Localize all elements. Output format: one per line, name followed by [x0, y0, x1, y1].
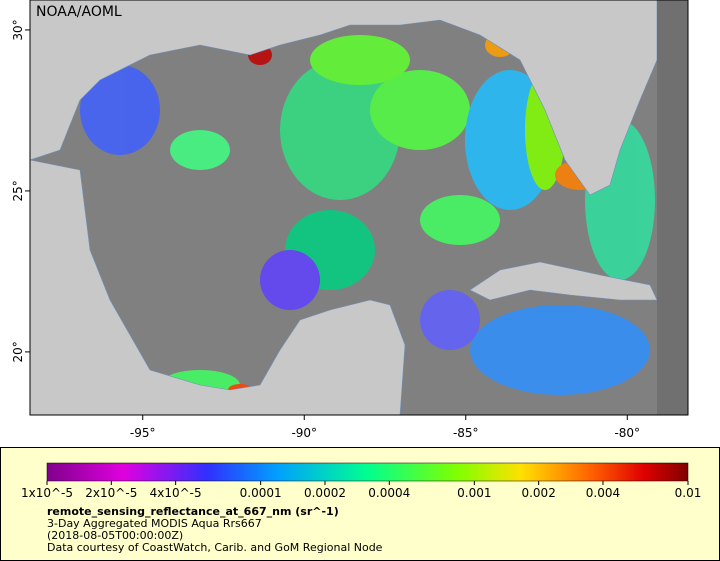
axes: 30° 25° 20° -95° -90° -85° -80°: [11, 19, 640, 440]
no-data-strip: [657, 0, 688, 415]
lat-tick-label: 30°: [11, 19, 25, 40]
map: [30, 0, 688, 415]
map-frame: [29, 0, 689, 416]
lon-tick-label: -85°: [453, 426, 479, 440]
colorbar-tick-label: 2x10^-5: [85, 486, 137, 500]
colorbar-tick-label: 0.0001: [240, 486, 282, 500]
lon-tick-label: -80°: [614, 426, 640, 440]
lat-tick-label: 20°: [11, 341, 25, 362]
colorbar-tick-label: 0.001: [457, 486, 491, 500]
colorbar: [46, 462, 689, 482]
colorbar-ticks: 1x10^-5 2x10^-5 4x10^-5 0.0001 0.0002 0.0004 0…: [21, 481, 701, 500]
lon-tick-label: -90°: [291, 426, 317, 440]
colorbar-tick-label: 0.002: [521, 486, 555, 500]
colorbar-tick-label: 0.01: [675, 486, 702, 500]
source-label: NOAA/AOML: [36, 4, 122, 20]
legend-line: Data courtesy of CoastWatch, Carib. and …: [47, 541, 383, 554]
lat-tick-label: 25°: [11, 180, 25, 201]
lon-tick-label: -95°: [130, 426, 156, 440]
legend-line: (2018-08-05T00:00:00Z): [47, 529, 183, 542]
colorbar-tick-label: 0.0002: [304, 486, 346, 500]
legend-line: 3-Day Aggregated MODIS Aqua Rrs667: [47, 517, 262, 530]
legend-title: remote_sensing_reflectance_at_667_nm (sr…: [47, 505, 339, 518]
land: [30, 0, 658, 415]
colorbar-tick-label: 1x10^-5: [21, 486, 73, 500]
colorbar-tick-label: 0.004: [586, 486, 620, 500]
colorbar-tick-label: 0.0004: [368, 486, 410, 500]
colorbar-tick-label: 4x10^-5: [150, 486, 202, 500]
